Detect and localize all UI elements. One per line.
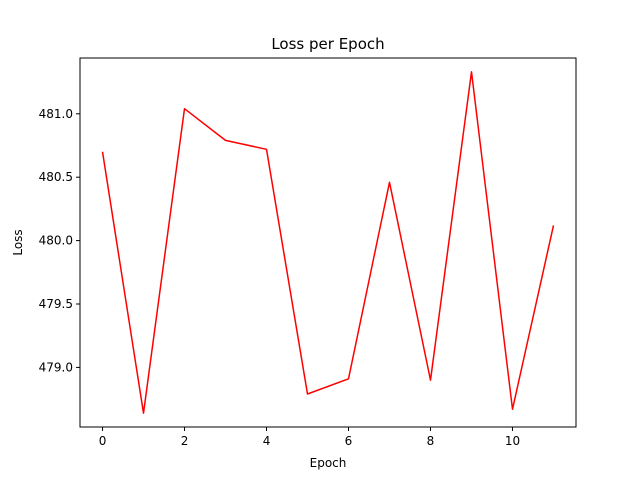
x-axis-ticks: 0 2 4 6 8 10 <box>99 427 520 448</box>
x-axis-label: Epoch <box>310 456 347 470</box>
x-tick-label: 4 <box>263 434 271 448</box>
plot-area-frame <box>79 57 577 428</box>
x-tick-label: 0 <box>99 434 107 448</box>
series-line <box>101 71 555 414</box>
y-tick-label: 480.0 <box>39 234 73 248</box>
y-tick-label: 479.0 <box>39 360 73 374</box>
x-tick-label: 6 <box>345 434 353 448</box>
y-tick-label: 480.5 <box>39 170 73 184</box>
x-tick-label: 8 <box>427 434 435 448</box>
y-axis-ticks: 479.0 479.5 480.0 480.5 481.0 <box>39 107 80 374</box>
y-axis-label: Loss <box>11 229 25 255</box>
x-tick-label: 2 <box>181 434 189 448</box>
x-tick-label: 10 <box>505 434 520 448</box>
chart-title: Loss per Epoch <box>271 35 384 53</box>
y-tick-label: 481.0 <box>39 107 73 121</box>
y-tick-label: 479.5 <box>39 297 73 311</box>
series-layer <box>101 71 555 414</box>
